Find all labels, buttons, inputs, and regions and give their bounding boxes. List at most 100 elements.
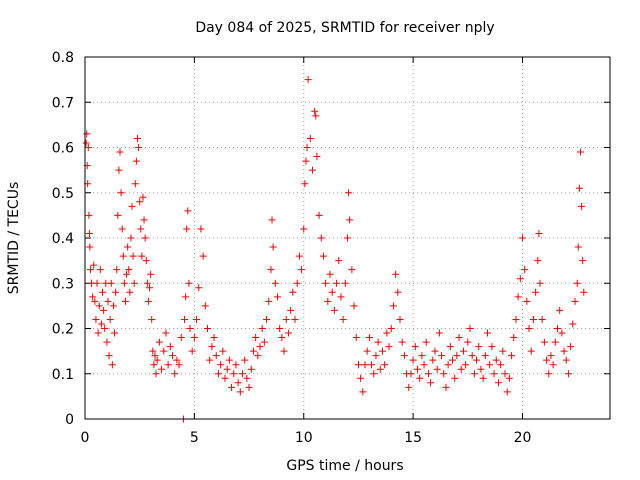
data-point [571, 297, 579, 305]
data-point [370, 370, 378, 378]
data-point [287, 306, 295, 314]
data-point [282, 315, 290, 323]
data-point [219, 347, 227, 355]
data-point [575, 184, 583, 192]
data-point [239, 370, 246, 378]
data-point [278, 334, 286, 342]
data-point [573, 279, 581, 287]
data-point [175, 361, 183, 369]
data-point [125, 266, 133, 274]
data-point [195, 284, 203, 292]
data-point [199, 252, 207, 260]
data-point [210, 334, 218, 342]
x-tick-label: 5 [190, 430, 199, 446]
data-point [579, 257, 587, 265]
data-point [186, 325, 194, 332]
data-point [317, 234, 325, 242]
data-point [497, 361, 505, 369]
data-point [510, 334, 518, 342]
data-point [514, 293, 522, 301]
x-tick-label: 10 [295, 430, 313, 446]
x-tick-label: 0 [81, 430, 90, 446]
data-point [422, 338, 430, 346]
data-point [400, 352, 408, 360]
data-point [383, 329, 391, 337]
data-point [136, 198, 144, 206]
data-point [295, 252, 303, 260]
data-point [560, 347, 568, 355]
data-point [123, 270, 131, 278]
data-point [379, 347, 386, 355]
data-point [394, 288, 402, 296]
data-point [236, 388, 244, 396]
data-point [303, 144, 311, 151]
data-point [475, 343, 483, 351]
y-axis-label: SRMTID / TECUs [6, 182, 22, 295]
data-point [429, 356, 437, 364]
data-point [112, 288, 120, 296]
data-point [225, 356, 233, 364]
data-point [449, 356, 456, 364]
data-point [85, 229, 93, 237]
data-point [265, 297, 273, 305]
data-point [260, 338, 268, 346]
data-point [256, 343, 264, 351]
y-tick-label: 0.8 [52, 50, 74, 66]
data-point [363, 347, 371, 355]
data-point [83, 130, 91, 138]
data-point [345, 189, 353, 197]
data-point [121, 297, 129, 305]
data-point [312, 112, 320, 120]
data-point [127, 234, 135, 242]
data-point [574, 243, 582, 251]
data-point [427, 379, 435, 387]
data-point [534, 257, 542, 265]
data-point [91, 297, 99, 305]
data-point [359, 388, 367, 396]
chart-title: Day 084 of 2025, SRMTID for receiver npl… [195, 20, 494, 36]
data-point [372, 352, 380, 360]
data-point [416, 374, 424, 382]
data-point [135, 144, 143, 151]
data-point [494, 379, 502, 387]
data-point [99, 288, 106, 296]
data-point [85, 211, 93, 219]
data-point [82, 139, 90, 147]
data-point [148, 315, 156, 323]
data-point [538, 315, 546, 323]
data-point [126, 288, 134, 296]
data-point [562, 356, 570, 364]
data-point [301, 180, 309, 188]
data-point [535, 229, 543, 237]
data-point [309, 166, 316, 174]
data-point [105, 352, 113, 360]
data-point [128, 202, 136, 210]
data-point [84, 144, 92, 151]
data-point [249, 347, 257, 355]
data-point [232, 361, 240, 369]
data-point [144, 297, 152, 305]
data-point [252, 334, 260, 342]
data-point [300, 225, 308, 233]
data-point [392, 270, 400, 278]
data-point [337, 293, 345, 301]
data-point [267, 266, 275, 274]
data-point [230, 370, 238, 378]
data-point [274, 293, 281, 301]
data-point [315, 211, 323, 219]
data-point [549, 361, 557, 369]
data-point [322, 279, 330, 287]
data-point [368, 361, 376, 369]
data-point [101, 325, 109, 332]
data-point [311, 107, 319, 115]
data-point [138, 252, 146, 260]
data-point [291, 315, 299, 323]
data-point [118, 225, 126, 233]
data-point [147, 270, 155, 278]
data-point [508, 352, 516, 360]
data-point [142, 257, 150, 265]
data-point [346, 216, 354, 224]
data-point [160, 347, 168, 355]
data-point [206, 356, 214, 364]
data-point [512, 315, 520, 323]
